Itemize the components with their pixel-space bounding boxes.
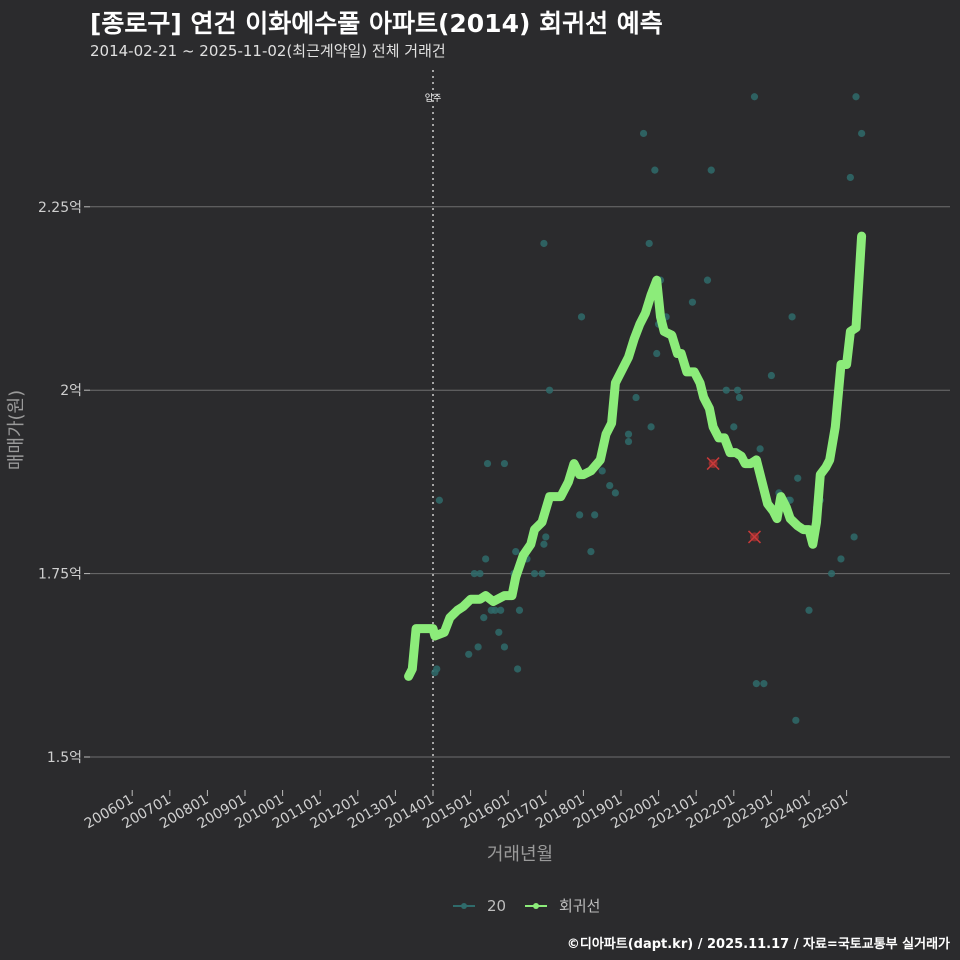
y-axis: 1.5억 1.75억 2억 2.25억 [38, 200, 90, 766]
scatter-point-41 [651, 166, 659, 174]
legend-label-0: 20 [487, 897, 506, 915]
scatter-point-20 [515, 606, 524, 614]
regression-series [404, 231, 867, 681]
scatter-point-29 [577, 313, 586, 321]
scatter-point-14 [500, 459, 509, 468]
scatter-point-13 [497, 606, 505, 614]
scatter-point-64 [792, 716, 800, 724]
scatter-point-25 [540, 239, 548, 248]
y-tick-label-0: 1.5억 [47, 750, 82, 766]
scatter-point-22 [530, 570, 539, 578]
scatter-point-34 [611, 489, 619, 497]
y-tick-label-3: 2.25억 [38, 200, 82, 216]
scatter-point-26 [542, 533, 550, 541]
chart-title: [종로구] 연건 이화에수풀 아파트(2014) 회귀선 예측 [90, 9, 663, 38]
scatter-point-69 [827, 570, 836, 578]
scatter-point-59 [767, 371, 776, 380]
y-axis-label: 매매가(원) [6, 390, 27, 470]
scatter-point-52 [733, 386, 742, 394]
scatter-point-48 [707, 166, 715, 174]
scatter-point-24 [540, 540, 548, 548]
regression-line [404, 231, 867, 681]
scatter-point-37 [632, 393, 640, 402]
scatter-point-74 [858, 129, 866, 138]
scatter-point-30 [587, 547, 595, 556]
scatter-point-1 [433, 665, 441, 673]
scatter-point-58 [760, 680, 768, 688]
scatter-point-70 [837, 555, 845, 563]
scatter-point-42 [653, 349, 661, 358]
y-tick-label-2: 2억 [60, 383, 82, 399]
scatter-point-75 [750, 93, 759, 101]
x-axis-label: 거래년월 [487, 844, 553, 865]
scatter-point-47 [703, 276, 712, 284]
scatter-point-65 [794, 474, 802, 482]
move-in-label: 입주 [425, 92, 442, 104]
scatter-point-72 [850, 533, 858, 541]
scatter-point-9 [483, 459, 492, 468]
scatter-point-7 [480, 614, 488, 622]
chart-caption: ©디아파트(dapt.kr) / 2025.11.17 / 자료=국토교통부 실… [566, 937, 950, 952]
scatter-point-63 [788, 313, 796, 321]
scatter-point-4 [470, 570, 478, 578]
scatter-point-40 [647, 423, 655, 431]
scatter-point-2 [435, 496, 443, 504]
chart-subtitle: 2014-02-21 ~ 2025-11-02(최근계약일) 전체 거래건 [90, 42, 446, 60]
scatter-point-39 [645, 239, 653, 248]
scatter-point-28 [576, 511, 584, 519]
scatter-point-6 [476, 570, 484, 578]
legend-dot-1 [533, 903, 539, 909]
scatter-point-53 [735, 393, 744, 402]
legend: 20 회귀선 [453, 897, 600, 915]
x-axis: 2006012007012008012009012010012011012012… [82, 790, 851, 832]
outlier-marker-1 [747, 530, 762, 544]
scatter-point-15 [500, 643, 509, 651]
scatter-point-19 [514, 665, 522, 673]
scatter-point-38 [639, 129, 648, 138]
move-in-line: 입주 [425, 70, 442, 790]
scatter-point-12 [495, 628, 503, 636]
outlier-marker-0 [706, 457, 720, 471]
scatter-point-35 [624, 430, 633, 438]
scatter-point-32 [598, 467, 606, 475]
scatter-point-8 [482, 555, 490, 563]
scatter-point-3 [465, 650, 473, 658]
scatter-point-73 [852, 93, 860, 101]
scatter-point-51 [730, 423, 738, 431]
scatter-point-57 [756, 445, 764, 453]
legend-label-1: 회귀선 [559, 897, 600, 915]
scatter-point-71 [846, 173, 854, 182]
legend-dot-0 [461, 903, 467, 909]
scatter-point-56 [752, 680, 760, 688]
scatter-point-27 [545, 386, 554, 394]
scatter-point-33 [606, 481, 614, 490]
scatter-point-31 [591, 511, 599, 519]
outlier-cross-b-0 [706, 457, 720, 471]
outlier-cross-b-1 [747, 530, 762, 544]
scatter-point-50 [722, 386, 730, 394]
scatter-point-46 [688, 298, 697, 306]
scatter-point-36 [624, 437, 633, 446]
scatter-point-18 [512, 547, 520, 556]
scatter-series [431, 93, 866, 724]
y-tick-label-1: 1.75억 [38, 567, 82, 583]
scatter-point-66 [805, 606, 813, 614]
scatter-point-5 [474, 643, 482, 651]
outlier-markers [706, 457, 762, 544]
scatter-point-11 [491, 606, 499, 614]
scatter-point-23 [538, 570, 546, 578]
